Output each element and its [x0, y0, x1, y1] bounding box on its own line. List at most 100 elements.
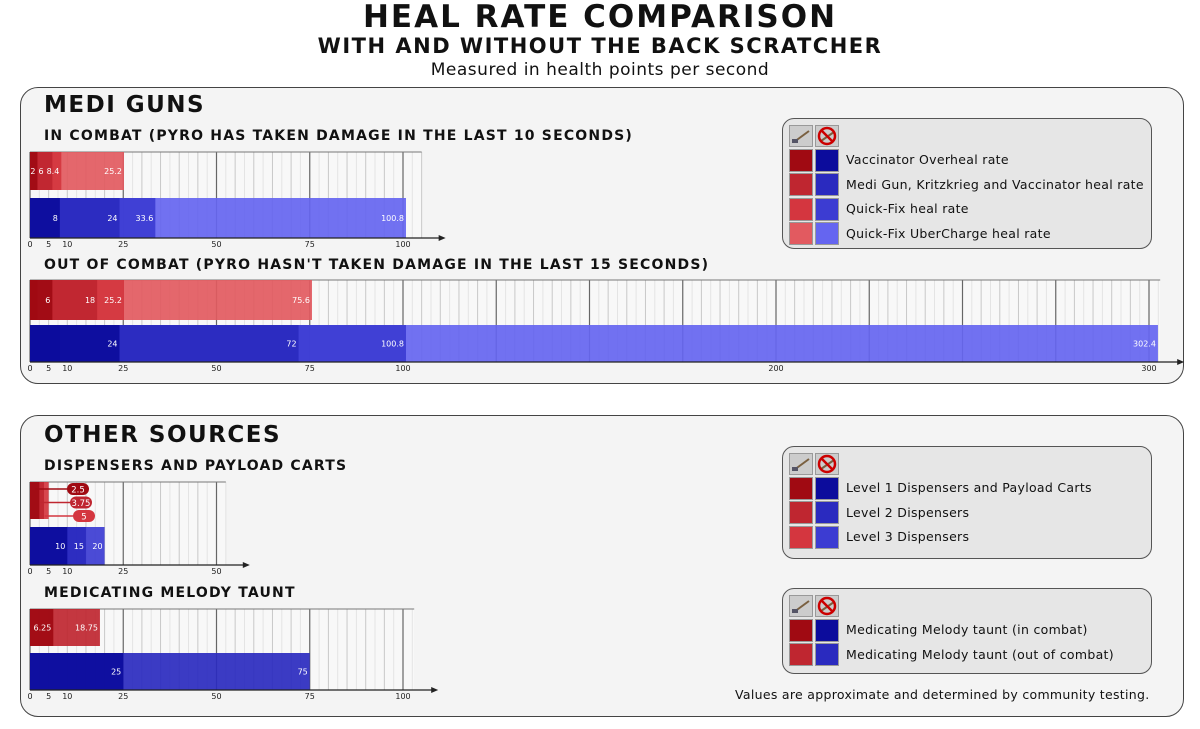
back-scratcher-icon — [789, 125, 813, 147]
value-label: 100.8 — [381, 340, 404, 349]
tick-label: 100 — [395, 692, 410, 701]
legend-item: Medi Gun, Kritzkrieg and Vaccinator heal… — [789, 173, 1144, 197]
value-label: 75 — [298, 668, 308, 677]
value-label: 24 — [107, 340, 117, 349]
legend-item: Quick-Fix UberCharge heal rate — [789, 222, 1051, 246]
tick-label: 25 — [118, 567, 128, 576]
legend-swatch-red — [789, 476, 813, 500]
legend-swatch-blue — [815, 618, 839, 642]
section-title-medi-guns: MEDI GUNS — [44, 92, 206, 118]
value-label: 3.75 — [72, 499, 91, 509]
legend-swatch-blue — [815, 197, 839, 221]
legend-swatch-red — [789, 197, 813, 221]
blue-bar — [30, 198, 60, 238]
legend-item: Level 3 Dispensers — [789, 525, 969, 549]
blue-bar — [30, 653, 124, 690]
value-label: 18 — [85, 296, 95, 305]
tick-label: 10 — [62, 692, 72, 701]
back-scratcher-icon — [789, 453, 813, 475]
legend-item: Vaccinator Overheal rate — [789, 148, 1009, 172]
legend-item: Medicating Melody taunt (in combat) — [789, 618, 1088, 642]
tick-label: 10 — [62, 240, 72, 249]
tick-label: 50 — [211, 692, 221, 701]
value-label: 10 — [55, 542, 65, 551]
value-pill — [73, 510, 95, 522]
chart-1: 6 18 25.2 75.6 24 72 100.8 302.4 0 5 10 25 50 75 100 20… — [27, 279, 1185, 373]
red-bar — [30, 280, 38, 320]
unit-note: Measured in health points per second — [430, 60, 770, 80]
legend-swatch-blue — [815, 173, 839, 196]
value-pill — [70, 496, 92, 509]
value-label: 8 — [53, 214, 58, 223]
tick-label: 100 — [395, 364, 410, 373]
value-label: 24 — [107, 214, 117, 223]
tick-label: 10 — [62, 364, 72, 373]
page-subtitle: WITH AND WITHOUT THE BACK SCRATCHER — [317, 34, 883, 58]
tick-label: 5 — [46, 240, 51, 249]
legend-swatch-red — [789, 643, 813, 666]
legend-swatch-blue — [815, 222, 839, 245]
no-back-scratcher-icon — [815, 453, 839, 475]
no-back-scratcher-icon — [815, 125, 839, 147]
legend-label: Quick-Fix heal rate — [846, 201, 969, 216]
value-label: 18.75 — [75, 624, 98, 633]
tick-label: 300 — [1141, 364, 1156, 373]
red-bar — [30, 152, 38, 190]
axis-arrow-icon — [1177, 359, 1185, 365]
legend-swatch-red — [789, 173, 813, 196]
tick-label: 75 — [305, 240, 315, 249]
value-label: 75.6 — [292, 296, 310, 305]
back-scratcher-icon — [789, 595, 813, 617]
legend-label: Quick-Fix UberCharge heal rate — [846, 225, 1051, 241]
legend-swatch-blue — [815, 643, 839, 666]
tick-label: 25 — [118, 692, 128, 701]
legend-label: Medicating Melody taunt (in combat) — [846, 622, 1088, 637]
legend-swatch-red — [789, 222, 813, 245]
value-label: 6 — [45, 296, 50, 305]
legend-swatch-blue — [815, 148, 839, 172]
legend-label: Level 2 Dispensers — [846, 504, 970, 520]
value-label: 25 — [111, 668, 121, 677]
chart-2: 2.5 3.75 5 10 15 20 0 5 10 25 50 — [27, 481, 250, 576]
legend-label: Level 1 Dispensers and Payload Carts — [846, 480, 1092, 495]
legend-label: Vaccinator Overheal rate — [846, 152, 1009, 167]
tick-label: 0 — [27, 692, 32, 701]
value-label: 72 — [286, 340, 296, 349]
axis-arrow-icon — [431, 687, 439, 693]
legend-melody: Medicating Melody taunt (in combat) Medic… — [782, 588, 1152, 674]
legend-label: Level 3 Dispensers — [846, 529, 970, 544]
footnote: Values are approximate and determined by… — [735, 687, 1150, 702]
legend-swatch-red — [789, 501, 813, 524]
tick-label: 0 — [27, 364, 32, 373]
tick-label: 5 — [46, 567, 51, 576]
tick-label: 5 — [46, 692, 51, 701]
value-pill — [67, 483, 89, 495]
chart-title-melody: MEDICATING MELODY TAUNT — [44, 585, 296, 601]
legend-swatch-red — [789, 148, 813, 172]
legend-item: Medicating Melody taunt (out of combat) — [789, 643, 1114, 667]
tick-label: 10 — [62, 567, 72, 576]
tick-label: 0 — [27, 567, 32, 576]
tick-label: 75 — [305, 692, 315, 701]
value-label: 6 — [39, 167, 44, 176]
legend-swatch-blue — [815, 501, 839, 524]
value-label: 2.5 — [71, 486, 85, 496]
tick-label: 50 — [211, 567, 221, 576]
tick-label: 25 — [118, 240, 128, 249]
chart-title-in-combat: IN COMBAT (PYRO HAS TAKEN DAMAGE IN THE … — [44, 128, 634, 144]
tick-label: 50 — [211, 364, 221, 373]
chart-0: 2 6 8.4 25.2 8 24 33.6 100.8 0 5 10 25 50 75 100 — [27, 151, 446, 249]
value-label: 6.25 — [34, 624, 52, 633]
value-label: 2 — [30, 167, 35, 176]
legend-swatch-red — [789, 618, 813, 642]
value-label: 8.4 — [47, 167, 60, 176]
legend-dispensers: Level 1 Dispensers and Payload Carts Leve… — [782, 446, 1152, 559]
value-label: 20 — [92, 542, 102, 551]
axis-arrow-icon — [242, 562, 250, 568]
value-label: 100.8 — [381, 214, 404, 223]
value-label: 33.6 — [136, 214, 154, 223]
no-back-scratcher-icon — [815, 595, 839, 617]
legend-item: Quick-Fix heal rate — [789, 197, 969, 221]
value-label: 15 — [74, 542, 84, 551]
